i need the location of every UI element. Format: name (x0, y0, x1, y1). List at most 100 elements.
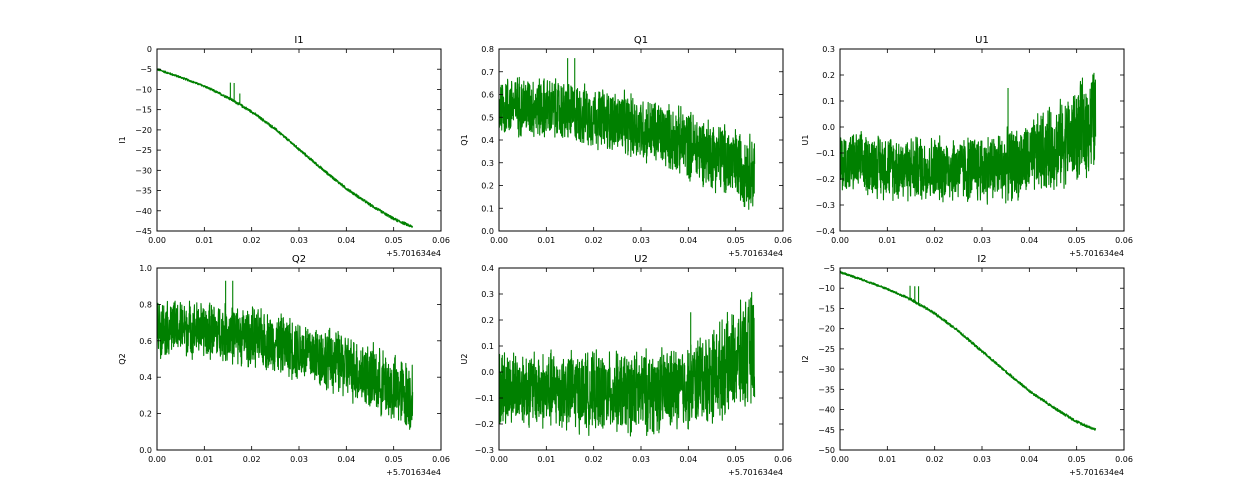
x-tick-label: 0.04 (679, 236, 697, 245)
x-tick-label: 0.04 (679, 455, 697, 464)
subplot-title: I2 (977, 254, 986, 265)
y-tick-label: −35 (818, 385, 835, 394)
x-tick-label: 0.03 (290, 455, 308, 464)
x-tick-label: 0.05 (385, 455, 403, 464)
x-tick-label: 0.06 (774, 455, 792, 464)
x-tick-label: 0.03 (973, 236, 991, 245)
y-tick-label: 0.2 (481, 182, 494, 191)
y-tick-label: 0.0 (481, 368, 494, 377)
subplot-u2: 0.00 0.01 0.02 0.03 0.04 0.05 0.06 −0.3 −0.2 −0.1… (460, 254, 792, 477)
series-line (840, 72, 1097, 205)
y-tick-label: 0.3 (822, 45, 835, 54)
y-tick-label: −0.1 (475, 394, 494, 403)
x-offset-label: +5.701634e4 (728, 249, 783, 258)
y-tick-label: 0.8 (139, 300, 152, 309)
y-axis-label: Q2 (118, 353, 127, 364)
y-tick-label: −30 (818, 365, 835, 374)
x-tick-label: 0.06 (1115, 236, 1133, 245)
x-tick-label: 0.01 (195, 455, 213, 464)
y-axis-label: U2 (460, 354, 469, 365)
y-tick-label: 0 (147, 45, 152, 54)
y-tick-label: 0.8 (481, 45, 494, 54)
x-tick-label: 0.01 (878, 236, 896, 245)
series-line (499, 58, 756, 210)
subplot-i1: 0.00 0.01 0.02 0.03 0.04 0.05 0.06 0 −5 −10 −15 −20… (118, 35, 450, 258)
y-tick-label: 0.1 (822, 97, 835, 106)
x-tick-label: 0.04 (337, 455, 355, 464)
x-tick-label: 0.01 (195, 236, 213, 245)
y-axis-label: I1 (118, 136, 127, 143)
y-tick-label: −15 (818, 304, 835, 313)
x-tick-label: 0.01 (537, 455, 555, 464)
y-tick-label: −45 (135, 227, 152, 236)
y-tick-label: 0.4 (481, 264, 494, 273)
x-tick-label: 0.02 (926, 236, 944, 245)
x-tick-label: 0.03 (290, 236, 308, 245)
subplot-title: Q2 (292, 254, 306, 265)
x-offset-label: +5.701634e4 (386, 249, 441, 258)
y-axis-label: Q1 (460, 134, 469, 145)
x-tick-label: 0.03 (973, 455, 991, 464)
x-tick-label: 0.05 (1068, 455, 1086, 464)
y-tick-label: −5 (823, 264, 835, 273)
plot-frame (156, 48, 442, 232)
x-tick-label: 0.05 (1068, 236, 1086, 245)
y-tick-label: 0.2 (822, 71, 835, 80)
x-tick-label: 0.03 (632, 236, 650, 245)
x-tick-label: 0.06 (774, 236, 792, 245)
x-tick-label: 0.04 (1020, 236, 1038, 245)
y-tick-label: 0.6 (481, 91, 494, 100)
series-line (499, 291, 756, 437)
subplot-title: I1 (294, 35, 303, 46)
x-offset-label: +5.701634e4 (1069, 468, 1124, 477)
y-tick-label: −25 (135, 146, 152, 155)
y-axis-label: I2 (801, 355, 810, 362)
y-tick-label: 0.3 (481, 159, 494, 168)
subplot-q1: 0.00 0.01 0.02 0.03 0.04 0.05 0.06 0.0 0.1 0.2 0.3… (460, 35, 792, 258)
y-tick-label: 0.1 (481, 204, 494, 213)
y-tick-label: −0.4 (816, 227, 835, 236)
y-tick-label: −20 (818, 325, 835, 334)
y-tick-label: −45 (818, 426, 835, 435)
series-line (840, 270, 1097, 431)
x-tick-label: 0.00 (148, 455, 166, 464)
subplot-q2: 0.00 0.01 0.02 0.03 0.04 0.05 0.06 0.0 0.2 0.4 0.6… (118, 254, 450, 477)
x-tick-label: 0.02 (243, 455, 261, 464)
series-line (157, 68, 414, 229)
y-tick-label: −10 (135, 85, 152, 94)
x-tick-label: 0.00 (490, 236, 508, 245)
y-tick-label: −0.1 (816, 149, 835, 158)
y-tick-label: 0.3 (481, 290, 494, 299)
y-tick-label: 0.1 (481, 342, 494, 351)
y-tick-label: −0.3 (475, 446, 494, 455)
series-line (157, 280, 414, 430)
y-tick-label: 0.7 (481, 68, 494, 77)
y-tick-label: −20 (135, 126, 152, 135)
x-tick-label: 0.00 (490, 455, 508, 464)
subplot-u1: 0.00 0.01 0.02 0.03 0.04 0.05 0.06 −0.4 −0.3 −0.2… (801, 35, 1133, 258)
y-tick-label: −50 (818, 446, 835, 455)
y-tick-label: −15 (135, 106, 152, 115)
y-tick-label: 0.2 (481, 316, 494, 325)
x-offset-label: +5.701634e4 (728, 468, 783, 477)
y-tick-label: −30 (135, 166, 152, 175)
y-tick-label: 0.0 (822, 123, 835, 132)
x-tick-label: 0.05 (727, 455, 745, 464)
y-tick-label: 0.4 (481, 136, 494, 145)
y-tick-label: −0.2 (816, 175, 835, 184)
y-tick-label: −40 (818, 406, 835, 415)
y-tick-label: −35 (135, 187, 152, 196)
y-tick-label: 1.0 (139, 264, 152, 273)
y-tick-label: 0.2 (139, 410, 152, 419)
x-tick-label: 0.06 (432, 455, 450, 464)
y-tick-label: 0.6 (139, 337, 152, 346)
y-tick-label: −25 (818, 345, 835, 354)
y-tick-label: 0.5 (481, 113, 494, 122)
x-tick-label: 0.06 (432, 236, 450, 245)
x-tick-label: 0.05 (385, 236, 403, 245)
x-tick-label: 0.06 (1115, 455, 1133, 464)
x-tick-label: 0.02 (585, 455, 603, 464)
x-tick-label: 0.04 (1020, 455, 1038, 464)
x-tick-label: 0.01 (878, 455, 896, 464)
